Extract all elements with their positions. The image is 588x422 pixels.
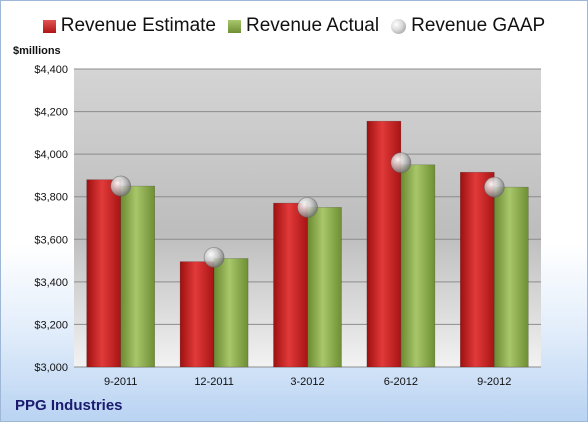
company-name: PPG Industries (15, 397, 123, 414)
y-tick-label: $4,000 (34, 149, 68, 161)
y-axis-ticks: $3,000 $3,200 $3,400 $3,600 $3,800 $4,000 $4,2… (34, 64, 68, 374)
legend-label-actual: Revenue Actual (246, 15, 380, 36)
bars (86, 120, 529, 368)
y-tick-label: $3,200 (34, 319, 68, 331)
legend-swatch-estimate (42, 19, 56, 33)
bar-revenue-estimate (459, 171, 495, 368)
bar-revenue-actual (307, 207, 342, 368)
x-tick-label: 6-2012 (384, 376, 418, 388)
legend-swatch-gaap (391, 18, 407, 34)
bar-revenue-actual (493, 186, 529, 368)
x-tick-label: 3-2012 (290, 376, 324, 388)
bar-revenue-actual (120, 185, 155, 368)
x-axis-ticks: 9-2011 12-2011 3-2012 6-2012 9-2012 (104, 376, 511, 388)
y-tick-label: $3,800 (34, 192, 68, 204)
y-tick-label: $4,400 (34, 64, 68, 76)
point-revenue-gaap (297, 196, 318, 218)
bar-revenue-estimate (86, 179, 121, 368)
bar-revenue-estimate (273, 202, 308, 368)
legend-label-gaap: Revenue GAAP (411, 15, 546, 36)
point-revenue-gaap (390, 152, 412, 174)
legend-item-estimate: Revenue Estimate (42, 15, 216, 37)
y-axis-unit-label: $millions (13, 45, 61, 57)
y-tick-label: $3,400 (34, 277, 68, 289)
legend-item-actual: Revenue Actual (228, 15, 379, 37)
legend-swatch-actual (228, 19, 241, 33)
point-revenue-gaap (110, 175, 132, 197)
legend: Revenue Estimate Revenue Actual Revenue … (1, 15, 587, 37)
bar-revenue-actual (400, 164, 436, 368)
bar-revenue-actual (213, 258, 249, 368)
x-tick-label: 9-2012 (477, 376, 511, 388)
y-tick-label: $3,600 (34, 234, 68, 246)
y-tick-label: $3,000 (34, 362, 68, 374)
legend-item-gaap: Revenue GAAP (391, 15, 545, 37)
legend-label-estimate: Revenue Estimate (60, 15, 216, 36)
x-tick-label: 12-2011 (194, 376, 234, 388)
point-revenue-gaap (483, 176, 505, 198)
x-tick-label: 9-2011 (104, 376, 137, 388)
point-revenue-gaap (203, 246, 225, 268)
bar-revenue-estimate (179, 261, 215, 368)
y-tick-label: $4,200 (34, 107, 68, 119)
